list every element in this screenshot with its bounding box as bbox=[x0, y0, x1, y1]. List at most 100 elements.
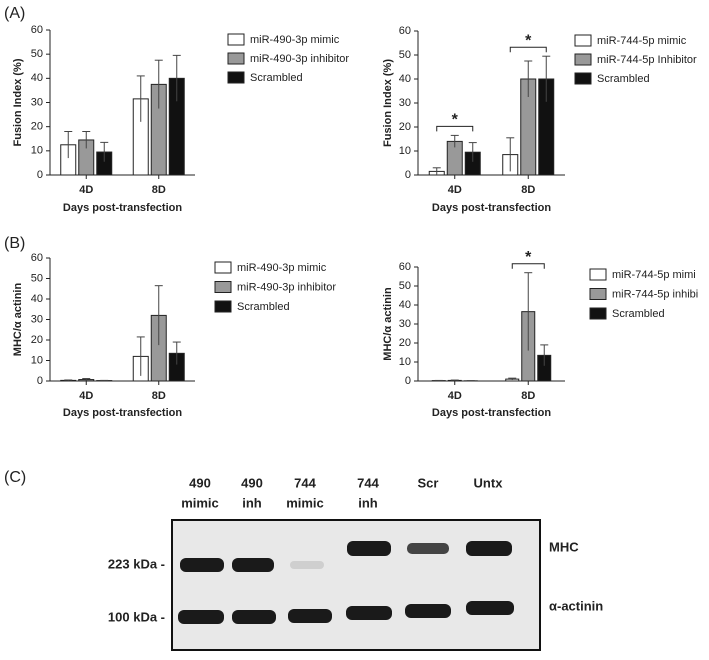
legend-swatch bbox=[590, 308, 606, 319]
band bbox=[290, 561, 324, 569]
x-axis-label: Days post-transfection bbox=[63, 407, 182, 419]
band bbox=[346, 606, 392, 620]
x-tick-label: 4D bbox=[79, 184, 93, 196]
legend-label: miR-490-3p inhibitor bbox=[237, 281, 336, 293]
y-tick-label: 60 bbox=[399, 261, 411, 273]
legend-label: miR-744-5p inhibi bbox=[612, 288, 698, 300]
y-tick-label: 0 bbox=[405, 169, 411, 181]
y-tick-label: 20 bbox=[399, 337, 411, 349]
x-tick-label: 8D bbox=[521, 184, 535, 196]
y-tick-label: 40 bbox=[399, 73, 411, 85]
x-tick-label: 4D bbox=[448, 184, 462, 196]
band bbox=[232, 558, 274, 572]
y-tick-label: 60 bbox=[399, 25, 411, 37]
x-tick-label: 4D bbox=[79, 390, 93, 402]
legend-swatch bbox=[228, 53, 244, 64]
legend-swatch bbox=[228, 34, 244, 45]
legend-label: miR-490-3p mimic bbox=[250, 34, 340, 46]
y-tick-label: 40 bbox=[31, 72, 43, 84]
legend-swatch bbox=[575, 54, 591, 65]
legend-label: miR-490-3p inhibitor bbox=[250, 53, 349, 65]
y-tick-label: 20 bbox=[31, 121, 43, 133]
y-tick-label: 40 bbox=[31, 293, 43, 305]
y-tick-label: 30 bbox=[31, 96, 43, 108]
y-axis-label: MHC/α actinin bbox=[382, 287, 394, 361]
band bbox=[405, 604, 451, 618]
y-axis-label: Fusion Index (%) bbox=[382, 59, 394, 147]
legend-label: Scrambled bbox=[597, 73, 650, 85]
lane-label: Scr bbox=[418, 475, 439, 490]
legend-label: miR-744-5p mimic bbox=[597, 35, 687, 47]
y-tick-label: 40 bbox=[399, 299, 411, 311]
y-tick-label: 60 bbox=[31, 24, 43, 36]
y-tick-label: 50 bbox=[399, 280, 411, 292]
marker-label: 100 kDa - bbox=[108, 609, 165, 624]
x-tick-label: 4D bbox=[448, 390, 462, 402]
y-tick-label: 0 bbox=[37, 169, 43, 181]
panel-label: (B) bbox=[4, 235, 25, 252]
blot-frame bbox=[172, 520, 540, 650]
y-axis-label: MHC/α actinin bbox=[12, 283, 24, 357]
x-tick-label: 8D bbox=[152, 184, 166, 196]
y-tick-label: 20 bbox=[399, 121, 411, 133]
lane-label: inh bbox=[358, 495, 378, 510]
y-tick-label: 20 bbox=[31, 334, 43, 346]
y-tick-label: 10 bbox=[399, 356, 411, 368]
lane-label: 744 bbox=[357, 475, 379, 490]
legend-label: Scrambled bbox=[250, 72, 303, 84]
y-axis-label: Fusion Index (%) bbox=[12, 58, 24, 146]
lane-label: 490 bbox=[189, 475, 211, 490]
y-tick-label: 60 bbox=[31, 252, 43, 264]
marker-label: 223 kDa - bbox=[108, 556, 165, 571]
legend-swatch bbox=[215, 301, 231, 312]
lane-label: inh bbox=[242, 495, 262, 510]
legend-swatch bbox=[228, 72, 244, 83]
y-tick-label: 30 bbox=[399, 318, 411, 330]
legend-swatch bbox=[575, 73, 591, 84]
x-axis-label: Days post-transfection bbox=[432, 202, 551, 214]
band-label: MHC bbox=[549, 539, 579, 554]
legend-swatch bbox=[590, 289, 606, 300]
x-tick-label: 8D bbox=[521, 390, 535, 402]
x-axis-label: Days post-transfection bbox=[63, 202, 182, 214]
significance-label: * bbox=[525, 249, 532, 266]
band bbox=[180, 558, 224, 572]
lane-label: mimic bbox=[181, 495, 219, 510]
significance-label: * bbox=[525, 32, 532, 49]
lane-label: mimic bbox=[286, 495, 324, 510]
y-tick-label: 50 bbox=[31, 48, 43, 60]
y-tick-label: 0 bbox=[37, 375, 43, 387]
band bbox=[466, 601, 514, 615]
y-tick-label: 10 bbox=[399, 145, 411, 157]
band bbox=[407, 543, 449, 554]
band bbox=[178, 610, 224, 624]
y-tick-label: 30 bbox=[399, 97, 411, 109]
lane-label: Untx bbox=[474, 475, 504, 490]
band bbox=[466, 541, 512, 556]
band bbox=[232, 610, 276, 624]
significance-label: * bbox=[452, 112, 459, 129]
legend-label: Scrambled bbox=[612, 308, 665, 320]
legend-label: miR-744-5p Inhibitor bbox=[597, 54, 697, 66]
x-axis-label: Days post-transfection bbox=[432, 407, 551, 419]
legend-swatch bbox=[215, 282, 231, 293]
y-tick-label: 10 bbox=[31, 145, 43, 157]
x-tick-label: 8D bbox=[152, 390, 166, 402]
panel-label: (C) bbox=[4, 469, 26, 486]
panel-label: (A) bbox=[4, 5, 25, 22]
y-tick-label: 50 bbox=[399, 49, 411, 61]
y-tick-label: 0 bbox=[405, 375, 411, 387]
y-tick-label: 50 bbox=[31, 272, 43, 284]
blot-image bbox=[172, 520, 540, 650]
legend-swatch bbox=[215, 262, 231, 273]
lane-label: 744 bbox=[294, 475, 316, 490]
legend-swatch bbox=[590, 269, 606, 280]
legend-label: Scrambled bbox=[237, 301, 290, 313]
y-tick-label: 10 bbox=[31, 354, 43, 366]
legend-label: miR-744-5p mimi bbox=[612, 269, 696, 281]
lane-label: 490 bbox=[241, 475, 263, 490]
band-label: α-actinin bbox=[549, 598, 603, 613]
band bbox=[288, 609, 332, 623]
legend-swatch bbox=[575, 35, 591, 46]
